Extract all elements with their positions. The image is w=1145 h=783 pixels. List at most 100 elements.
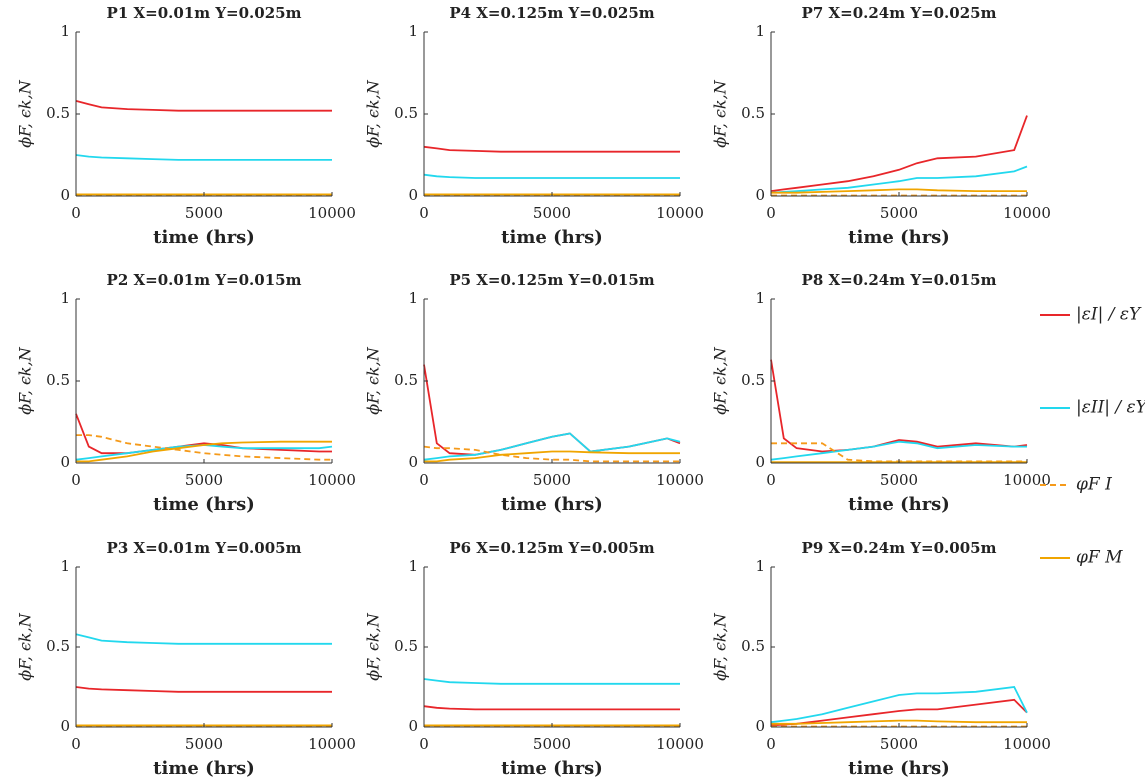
x-axis-label: time (hrs) bbox=[848, 494, 950, 515]
x-tick-label: 10000 bbox=[656, 204, 704, 222]
series-line bbox=[75, 633, 332, 645]
series-line bbox=[423, 145, 680, 153]
y-axis-label: ϕF, ϵk,N bbox=[711, 79, 730, 147]
y-tick-label: 0.5 bbox=[741, 104, 765, 122]
y-tick-label: 1 bbox=[755, 22, 765, 40]
x-tick-label: 0 bbox=[419, 204, 429, 222]
y-tick-label: 0.5 bbox=[46, 637, 70, 655]
series-line bbox=[423, 678, 680, 685]
x-tick-label: 10000 bbox=[308, 735, 356, 753]
x-tick-label: 5000 bbox=[533, 204, 571, 222]
y-axis-label: ϕF, ϵk,N bbox=[711, 346, 730, 414]
x-tick-label: 5000 bbox=[185, 204, 223, 222]
x-axis-label: time (hrs) bbox=[848, 227, 950, 248]
y-tick-label: 1 bbox=[60, 22, 70, 40]
y-axis-label: ϕF, ϵk,N bbox=[364, 79, 383, 147]
legend-label: |εI| / εY bbox=[1076, 305, 1142, 325]
y-tick-label: 0.5 bbox=[46, 104, 70, 122]
x-tick-label: 10000 bbox=[1003, 735, 1051, 753]
x-tick-label: 5000 bbox=[185, 471, 223, 489]
y-axis-label: ϕF, ϵk,N bbox=[16, 346, 35, 414]
series-line bbox=[424, 450, 680, 463]
chart-title: P8 X=0.24m Y=0.015m bbox=[802, 271, 997, 289]
x-axis-label: time (hrs) bbox=[501, 227, 603, 248]
x-tick-label: 0 bbox=[419, 471, 429, 489]
y-tick-label: 0 bbox=[755, 186, 765, 204]
y-tick-label: 0 bbox=[60, 186, 70, 204]
y-axis-label: ϕF, ϵk,N bbox=[16, 612, 35, 680]
x-tick-label: 0 bbox=[766, 471, 776, 489]
x-tick-label: 0 bbox=[71, 735, 81, 753]
x-tick-label: 5000 bbox=[533, 471, 571, 489]
x-tick-label: 0 bbox=[71, 204, 81, 222]
series-line bbox=[770, 359, 1028, 453]
y-tick-label: 0.5 bbox=[394, 104, 418, 122]
y-tick-label: 0.5 bbox=[394, 637, 418, 655]
x-tick-label: 10000 bbox=[1003, 204, 1051, 222]
x-tick-label: 10000 bbox=[656, 735, 704, 753]
series-line bbox=[75, 413, 332, 455]
x-axis-label: time (hrs) bbox=[501, 758, 603, 779]
legend-label: |εII| / εY bbox=[1076, 398, 1145, 418]
x-tick-label: 5000 bbox=[880, 471, 918, 489]
x-axis-label: time (hrs) bbox=[153, 227, 255, 248]
series-line bbox=[76, 434, 332, 461]
x-axis-label: time (hrs) bbox=[501, 494, 603, 515]
y-axis-label: ϕF, ϵk,N bbox=[364, 346, 383, 414]
series-line bbox=[770, 440, 1027, 461]
x-tick-label: 5000 bbox=[880, 204, 918, 222]
y-tick-label: 1 bbox=[755, 557, 765, 575]
series-line bbox=[423, 705, 680, 711]
legend-label: φF I bbox=[1076, 475, 1112, 495]
series-line bbox=[423, 364, 681, 456]
chart-title: P1 X=0.01m Y=0.025m bbox=[107, 4, 302, 22]
y-tick-label: 0 bbox=[755, 717, 765, 735]
y-axis-label: ϕF, ϵk,N bbox=[16, 79, 35, 147]
x-axis-label: time (hrs) bbox=[153, 758, 255, 779]
x-tick-label: 0 bbox=[766, 735, 776, 753]
series-line bbox=[770, 165, 1028, 194]
y-tick-label: 0.5 bbox=[741, 371, 765, 389]
x-tick-label: 10000 bbox=[656, 471, 704, 489]
series-line bbox=[423, 445, 680, 463]
y-axis-label: ϕF, ϵk,N bbox=[711, 612, 730, 680]
y-tick-label: 1 bbox=[755, 289, 765, 307]
series-line bbox=[75, 154, 332, 161]
y-tick-label: 0 bbox=[408, 717, 418, 735]
y-tick-label: 0.5 bbox=[46, 371, 70, 389]
x-tick-label: 10000 bbox=[308, 471, 356, 489]
y-tick-label: 1 bbox=[408, 22, 418, 40]
y-tick-label: 0.5 bbox=[741, 637, 765, 655]
y-tick-label: 0.5 bbox=[394, 371, 418, 389]
chart-title: P6 X=0.125m Y=0.005m bbox=[449, 539, 654, 557]
series-line bbox=[771, 719, 1027, 725]
y-tick-label: 0 bbox=[755, 453, 765, 471]
x-tick-label: 5000 bbox=[880, 735, 918, 753]
y-tick-label: 0 bbox=[408, 186, 418, 204]
series-line bbox=[75, 100, 332, 112]
chart-title: P4 X=0.125m Y=0.025m bbox=[449, 4, 654, 22]
series-line bbox=[75, 686, 332, 693]
y-tick-label: 0 bbox=[60, 453, 70, 471]
x-tick-label: 5000 bbox=[185, 735, 223, 753]
series-line bbox=[770, 686, 1028, 724]
series-line bbox=[770, 115, 1028, 192]
x-tick-label: 10000 bbox=[1003, 471, 1051, 489]
y-axis-label: ϕF, ϵk,N bbox=[364, 612, 383, 680]
x-tick-label: 0 bbox=[766, 204, 776, 222]
legend-label: φF M bbox=[1076, 548, 1123, 568]
chart-title: P7 X=0.24m Y=0.025m bbox=[802, 4, 997, 22]
x-tick-label: 0 bbox=[419, 735, 429, 753]
series-line bbox=[423, 173, 680, 179]
x-tick-label: 10000 bbox=[308, 204, 356, 222]
y-tick-label: 0 bbox=[60, 717, 70, 735]
y-tick-label: 1 bbox=[408, 289, 418, 307]
y-tick-label: 1 bbox=[408, 557, 418, 575]
chart-title: P2 X=0.01m Y=0.015m bbox=[107, 271, 302, 289]
x-tick-label: 0 bbox=[71, 471, 81, 489]
series-line bbox=[423, 432, 681, 461]
x-axis-label: time (hrs) bbox=[848, 758, 950, 779]
y-tick-label: 1 bbox=[60, 289, 70, 307]
series-line bbox=[771, 188, 1027, 194]
